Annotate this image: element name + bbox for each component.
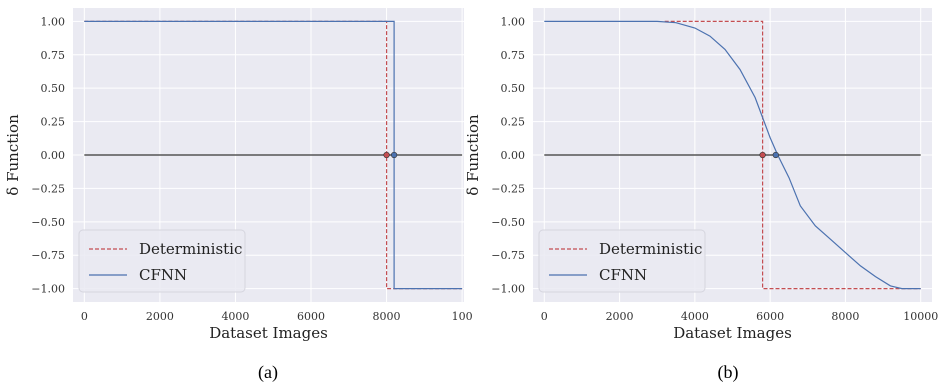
- x-tick-label: 0: [541, 310, 548, 323]
- x-tick-label: 100: [452, 310, 473, 323]
- y-tick-label: −1.00: [31, 283, 65, 296]
- x-tick-label: 4000: [681, 310, 709, 323]
- chart-panel-a: 0 2000 4000 6000 8000 100 1.00 0.75 0.50 0.25 0.00…: [4, 8, 473, 383]
- y-tick-label: 0.75: [41, 49, 66, 62]
- y-tick-label: 0.50: [41, 82, 66, 95]
- x-tick-label: 4000: [221, 310, 249, 323]
- marker-cfnn: [391, 151, 398, 159]
- y-tick-label: 0.25: [41, 116, 66, 129]
- chart-caption: (a): [258, 362, 278, 383]
- y-tick-label: 1.00: [41, 15, 66, 28]
- legend-label: Deterministic: [599, 240, 702, 258]
- y-tick-label: 0.50: [501, 82, 526, 95]
- legend-label: Deterministic: [139, 240, 242, 258]
- y-tick-label: −0.50: [491, 216, 525, 229]
- y-tick-label: −0.75: [491, 249, 525, 262]
- y-tick-label: 0.00: [41, 149, 66, 162]
- legend: [538, 229, 706, 293]
- y-tick-label: 0.00: [501, 149, 526, 162]
- y-tick-label: −0.50: [31, 216, 65, 229]
- marker-cfnn: [772, 151, 779, 159]
- y-tick-label: −0.75: [31, 249, 65, 262]
- chart-panel-b: 0 2000 4000 6000 8000 10000 1.00 0.75 0.50 0.25 0.…: [464, 8, 938, 383]
- y-tick-label: 0.25: [501, 116, 526, 129]
- y-axis-label: δ Function: [464, 114, 482, 196]
- y-tick-label: −0.25: [491, 182, 525, 195]
- legend: [78, 229, 246, 293]
- y-tick-label: −0.25: [31, 182, 65, 195]
- y-tick-label: 0.75: [501, 49, 526, 62]
- legend-label: CFNN: [599, 266, 647, 284]
- x-tick-label: 8000: [831, 310, 859, 323]
- x-tick-label: 2000: [146, 310, 174, 323]
- x-tick-label: 2000: [606, 310, 634, 323]
- x-axis-label: Dataset Images: [209, 324, 328, 342]
- legend-label: CFNN: [139, 266, 187, 284]
- y-tick-label: 1.00: [501, 15, 526, 28]
- chart-caption: (b): [718, 362, 739, 383]
- x-tick-label: 6000: [756, 310, 784, 323]
- x-tick-label: 6000: [297, 310, 325, 323]
- marker-deterministic: [759, 151, 766, 159]
- marker-deterministic: [383, 151, 390, 159]
- x-tick-label: 10000: [903, 310, 938, 323]
- series-line-cfnn: [544, 20, 921, 290]
- x-tick-label: 0: [81, 310, 88, 323]
- y-tick-label: −1.00: [491, 283, 525, 296]
- x-axis-label: Dataset Images: [673, 324, 792, 342]
- y-axis-label: δ Function: [4, 114, 22, 196]
- x-tick-label: 8000: [373, 310, 401, 323]
